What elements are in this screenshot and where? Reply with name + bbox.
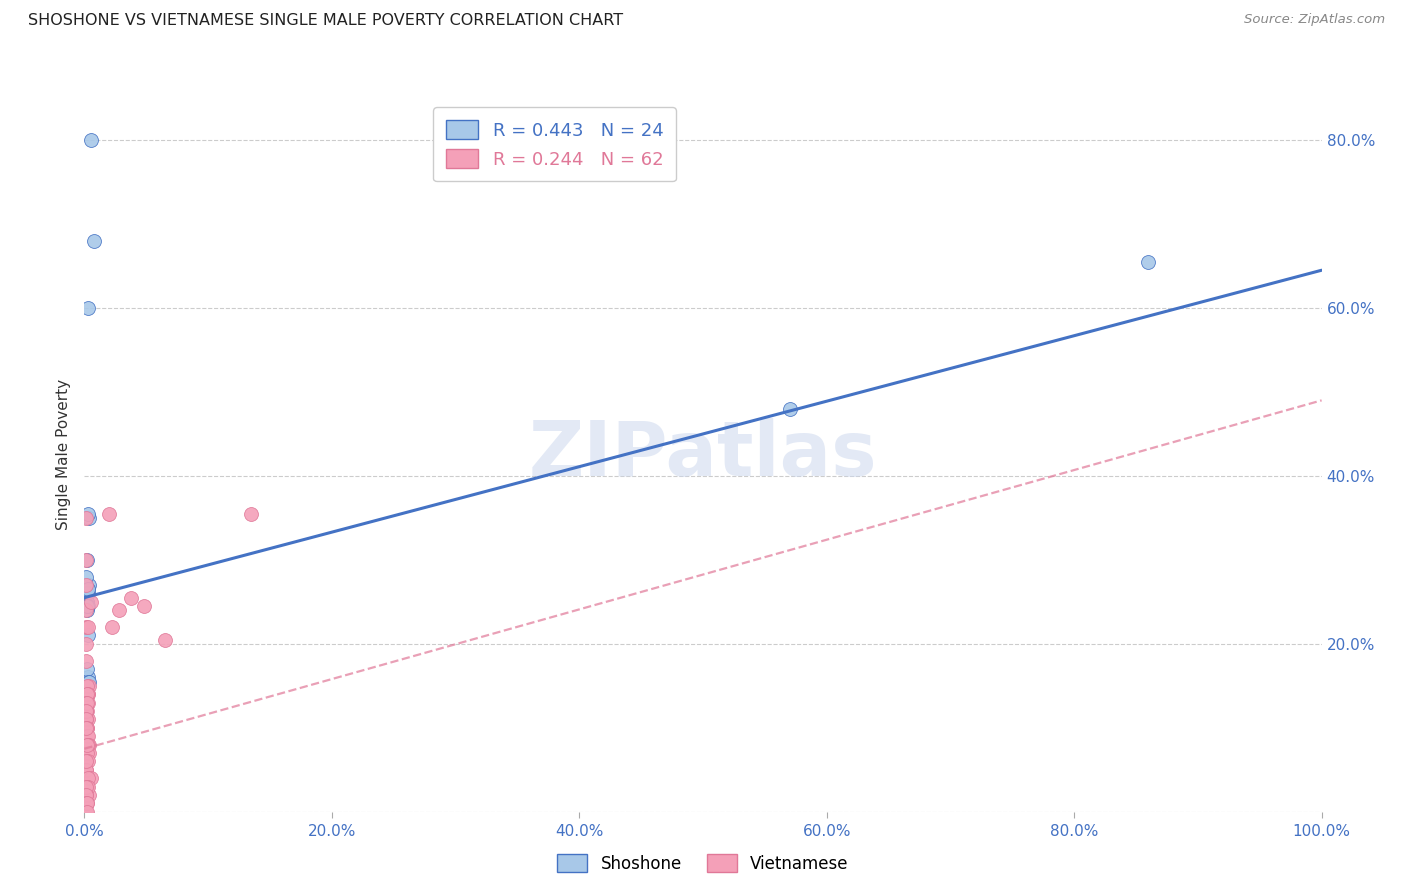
Point (79, 788, 101, 802)
Point (75, 511, 97, 525)
Point (79, 771, 101, 785)
Point (75, 696, 97, 710)
Point (79, 746, 101, 760)
Point (77, 755, 100, 769)
Point (77, 712, 100, 726)
Point (79, 595, 101, 609)
Point (77, 738, 100, 752)
Point (76, 603, 98, 617)
Point (77, 507, 100, 521)
Point (76, 595, 98, 609)
Point (77, 687, 100, 701)
Point (100, 620, 122, 634)
Point (77, 780, 100, 794)
Y-axis label: Single Male Poverty: Single Male Poverty (56, 379, 72, 531)
Text: ZIPatlas: ZIPatlas (529, 418, 877, 491)
Legend: Shoshone, Vietnamese: Shoshone, Vietnamese (551, 847, 855, 880)
Point (76, 746, 98, 760)
Point (76, 687, 98, 701)
Point (76, 729, 98, 743)
Point (76, 738, 98, 752)
Point (77, 674, 100, 689)
Point (75, 620, 97, 634)
Point (76, 662, 98, 676)
Point (75, 553, 97, 567)
Point (77, 729, 100, 743)
Point (75, 704, 97, 718)
Point (75, 704, 97, 718)
Point (98, 507, 121, 521)
Point (77, 628, 100, 642)
Point (77, 582, 100, 597)
Point (75, 755, 97, 769)
Point (75, 797, 97, 811)
Point (76, 704, 98, 718)
Point (77, 599, 100, 613)
Point (79, 511, 101, 525)
Point (75, 763, 97, 777)
Point (76, 595, 98, 609)
Point (75, 788, 97, 802)
Point (75, 780, 97, 794)
Point (79, 133, 101, 147)
Point (240, 507, 263, 521)
Point (83, 234, 105, 248)
Point (77, 582, 100, 597)
Point (75, 637, 97, 651)
Point (79, 578, 101, 592)
Point (77, 586, 100, 600)
Point (153, 632, 176, 647)
Point (75, 696, 97, 710)
Point (77, 670, 100, 684)
Point (79, 679, 101, 693)
Point (79, 738, 101, 752)
Point (76, 780, 98, 794)
Point (75, 569, 97, 583)
Point (77, 301, 100, 315)
Legend: R = 0.443   N = 24, R = 0.244   N = 62: R = 0.443 N = 24, R = 0.244 N = 62 (433, 107, 676, 181)
Point (76, 679, 98, 693)
Point (108, 603, 131, 617)
Point (75, 704, 97, 718)
Point (79, 674, 101, 689)
Point (76, 805, 98, 819)
Point (75, 721, 97, 735)
Text: SHOSHONE VS VIETNAMESE SINGLE MALE POVERTY CORRELATION CHART: SHOSHONE VS VIETNAMESE SINGLE MALE POVER… (28, 13, 623, 29)
Point (75, 578, 97, 592)
Point (77, 620, 100, 634)
Point (77, 771, 100, 785)
Point (75, 755, 97, 769)
Point (76, 797, 98, 811)
Text: Source: ZipAtlas.com: Source: ZipAtlas.com (1244, 13, 1385, 27)
Point (76, 797, 98, 811)
Point (75, 696, 97, 710)
Point (120, 591, 142, 605)
Point (76, 721, 98, 735)
Point (76, 721, 98, 735)
Point (75, 788, 97, 802)
Point (1137, 255, 1160, 269)
Point (75, 712, 97, 726)
Point (779, 401, 801, 416)
Point (132, 599, 155, 613)
Point (75, 603, 97, 617)
Point (77, 687, 100, 701)
Point (76, 553, 98, 567)
Point (76, 586, 98, 600)
Point (75, 712, 97, 726)
Point (76, 696, 98, 710)
Point (77, 696, 100, 710)
Point (76, 599, 98, 613)
Point (75, 654, 97, 668)
Point (76, 687, 98, 701)
Point (75, 805, 97, 819)
Point (75, 763, 97, 777)
